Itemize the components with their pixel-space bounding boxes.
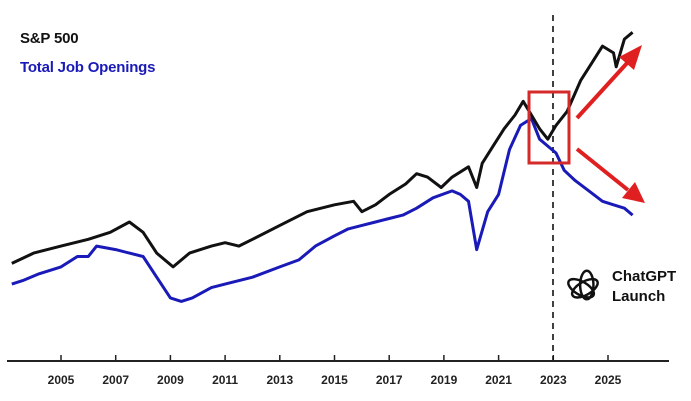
highlight-box [527,90,571,165]
chatgpt-launch-annotation: ChatGPT Launch [612,267,676,307]
x-tick-label: 2005 [48,373,75,387]
x-tick-label: 2023 [540,373,567,387]
annotation-line2: Launch [612,288,666,305]
x-tick-label: 2017 [376,373,403,387]
openai-logo-icon [567,269,599,301]
x-tick-label: 2015 [321,373,348,387]
legend-job-openings: Total Job Openings [20,59,156,76]
x-tick-label: 2021 [485,373,512,387]
annotation-line1: ChatGPT [612,268,677,285]
x-tick-label: 2019 [431,373,458,387]
x-tick-label: 2013 [266,373,293,387]
arrow-up-icon [575,45,642,120]
sp500-line [11,31,634,269]
x-tick-label: 2011 [212,373,238,387]
legend-sp500: S&P 500 [20,30,79,47]
job-openings-line [11,117,634,303]
x-tick-label: 2009 [157,373,184,387]
arrow-down-icon [575,147,645,203]
x-tick-label: 2007 [102,373,129,387]
x-axis-ticks: 2005 2007 2009 2011 2013 2015 2017 2019 2021 2023… [48,355,622,387]
x-tick-label: 2025 [595,373,622,387]
